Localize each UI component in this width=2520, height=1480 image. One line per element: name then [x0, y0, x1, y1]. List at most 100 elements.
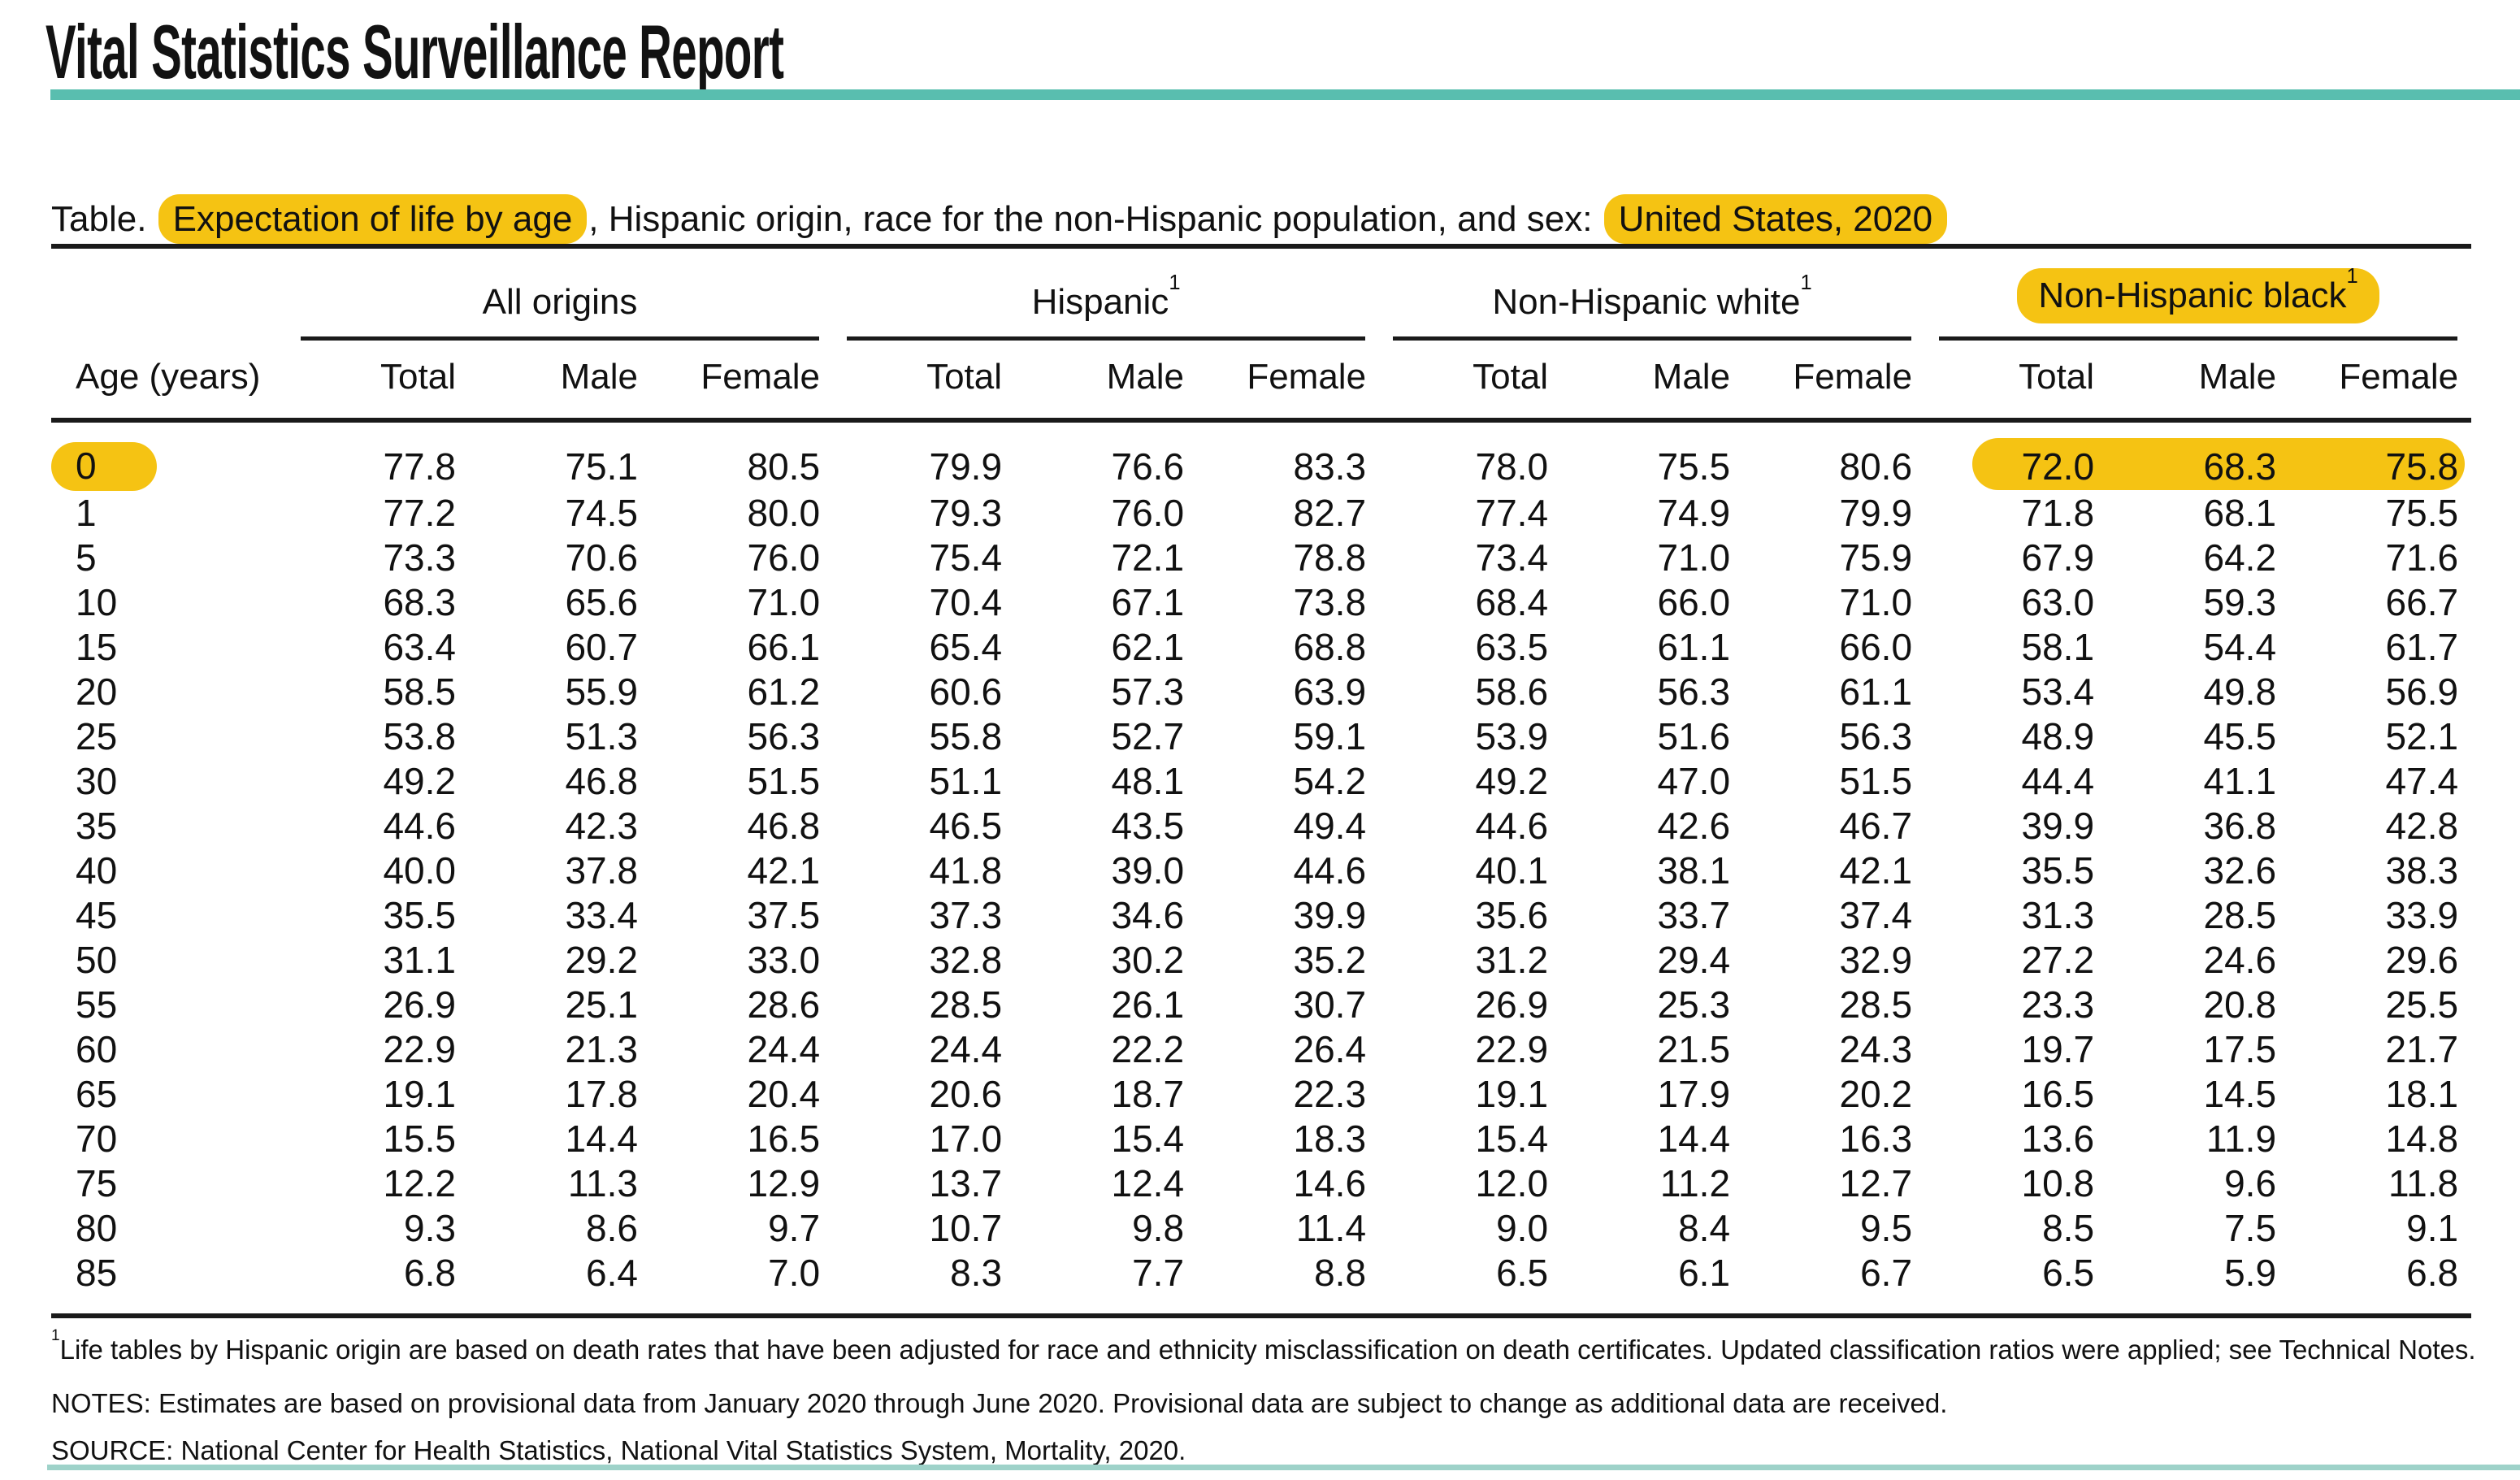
age-cell: 70 [51, 1117, 287, 1161]
value-cell: 16.5 [747, 1118, 821, 1160]
value-cell: 6.8 [2289, 1251, 2472, 1318]
caption-prefix: Table. [51, 199, 157, 239]
value-cell: 14.4 [1657, 1118, 1731, 1160]
life-expectancy-table: All origins Hispanic1 Non-Hispanic white… [51, 244, 2472, 1318]
value-cell: 26.9 [1475, 983, 1549, 1026]
value-cell: 8.3 [833, 1251, 1016, 1318]
value-cell: 59.1 [1293, 715, 1367, 757]
column-header-total: Total [287, 341, 469, 423]
value-cell: 9.8 [1132, 1207, 1185, 1249]
value-cell: 11.9 [2206, 1118, 2277, 1160]
value-cell: 59.3 [2203, 581, 2277, 623]
column-header-female: Female [651, 341, 834, 423]
value-cell: 31.2 [1475, 939, 1549, 981]
value-cell: 38.1 [1657, 849, 1731, 892]
value-cell: 74.9 [1657, 492, 1731, 534]
value-cell: 28.5 [2203, 894, 2277, 936]
value-cell: 61.1 [1657, 626, 1731, 668]
value-cell: 79.9 [1839, 492, 1913, 534]
value-cell: 71.0 [747, 581, 821, 623]
value-cell: 15.5 [383, 1118, 456, 1160]
table-row: 0 77.8 75.1 80.5 79.9 76.6 83.3 78.0 75.5 80.6 72.… [51, 420, 2471, 491]
value-cell: 42.1 [1839, 849, 1913, 892]
value-cell: 53.4 [2021, 671, 2095, 713]
value-cell: 65.4 [929, 626, 1003, 668]
value-cell: 6.8 [287, 1251, 469, 1318]
value-cell: 77.2 [383, 492, 456, 534]
age-cell: 15 [51, 625, 287, 670]
age-cell: 60 [51, 1027, 287, 1072]
value-cell: 37.5 [747, 894, 821, 936]
column-header-total: Total [1379, 341, 1562, 423]
report-title: Vital Statistics Surveillance Report [46, 9, 784, 94]
value-cell: 44.4 [2021, 760, 2095, 802]
table-row: 75 12.2 11.3 12.9 13.7 12.4 14.6 12.0 11.2 12.7 10… [51, 1161, 2471, 1206]
age-cell: 75 [51, 1161, 287, 1206]
value-cell: 40.1 [1475, 849, 1549, 892]
group-rule-all-origins: All origins [301, 281, 820, 341]
value-cell: 73.8 [1293, 581, 1367, 623]
value-cell: 77.4 [1475, 492, 1549, 534]
value-cell: 15.4 [1475, 1118, 1549, 1160]
age-cell: 45 [51, 893, 287, 938]
value-cell: 44.6 [1475, 805, 1549, 847]
table-row: 35 44.6 42.3 46.8 46.5 43.5 49.4 44.6 42.6 46.7 39… [51, 804, 2471, 849]
age-cell: 1 [51, 491, 287, 536]
value-cell: 13.6 [2021, 1118, 2095, 1160]
age-column-header: Age (years) [51, 341, 287, 423]
value-cell: 17.0 [929, 1118, 1003, 1160]
value-cell: 11.4 [1295, 1207, 1367, 1249]
age-cell: 40 [51, 849, 287, 893]
value-cell: 61.7 [2385, 626, 2459, 668]
value-cell: 75.5 [1657, 445, 1731, 488]
age-cell: 55 [51, 983, 287, 1027]
value-cell: 60.7 [565, 626, 638, 668]
table-row: 70 15.5 14.4 16.5 17.0 15.4 18.3 15.4 14.4 16.3 13… [51, 1117, 2471, 1161]
value-cell: 9.3 [404, 1207, 456, 1249]
value-cell: 19.7 [2021, 1028, 2095, 1070]
age-cell: 30 [51, 759, 287, 804]
value-cell: 42.1 [747, 849, 821, 892]
value-cell: 30.2 [1111, 939, 1185, 981]
value-cell: 28.5 [929, 983, 1003, 1026]
value-cell: 6.5 [1379, 1251, 1562, 1318]
value-cell: 66.7 [2385, 581, 2459, 623]
value-cell: 16.5 [2021, 1073, 2095, 1115]
age-cell: 35 [51, 804, 287, 849]
value-cell: 35.5 [383, 894, 456, 936]
value-cell: 26.1 [1111, 983, 1185, 1026]
value-cell: 76.6 [1111, 445, 1185, 488]
value-cell: 37.8 [565, 849, 638, 892]
value-cell: 71.6 [2385, 536, 2459, 579]
value-cell: 24.4 [747, 1028, 821, 1070]
age-value: 40 [76, 849, 118, 892]
value-cell: 62.1 [1111, 626, 1185, 668]
value-cell: 46.7 [1839, 805, 1913, 847]
value-cell: 47.0 [1657, 760, 1731, 802]
value-cell: 58.6 [1475, 671, 1549, 713]
value-cell: 33.9 [2385, 894, 2459, 936]
value-cell: 21.3 [565, 1028, 638, 1070]
value-cell: 75.9 [1839, 536, 1913, 579]
column-header-total: Total [833, 341, 1016, 423]
value-cell: 22.3 [1293, 1073, 1367, 1115]
age-value: 5 [76, 536, 97, 579]
value-cell: 71.0 [1839, 581, 1913, 623]
value-cell: 12.0 [1475, 1162, 1549, 1204]
value-cell: 24.4 [929, 1028, 1003, 1070]
value-cell: 23.3 [2021, 983, 2095, 1026]
age-value: 65 [76, 1073, 118, 1115]
value-cell: 33.0 [747, 939, 821, 981]
column-header-total: Total [1925, 341, 2108, 423]
value-cell: 67.9 [2021, 536, 2095, 579]
value-cell: 33.7 [1657, 894, 1731, 936]
value-cell: 53.8 [383, 715, 456, 757]
value-cell-highlighted: 68.3 [2203, 445, 2277, 488]
value-cell: 51.5 [1839, 760, 1913, 802]
value-cell: 56.9 [2385, 671, 2459, 713]
age-value: 75 [76, 1162, 118, 1204]
value-cell: 49.2 [383, 760, 456, 802]
value-cell: 6.1 [1561, 1251, 1744, 1318]
age-value: 35 [76, 805, 118, 847]
value-cell: 9.7 [768, 1207, 821, 1249]
